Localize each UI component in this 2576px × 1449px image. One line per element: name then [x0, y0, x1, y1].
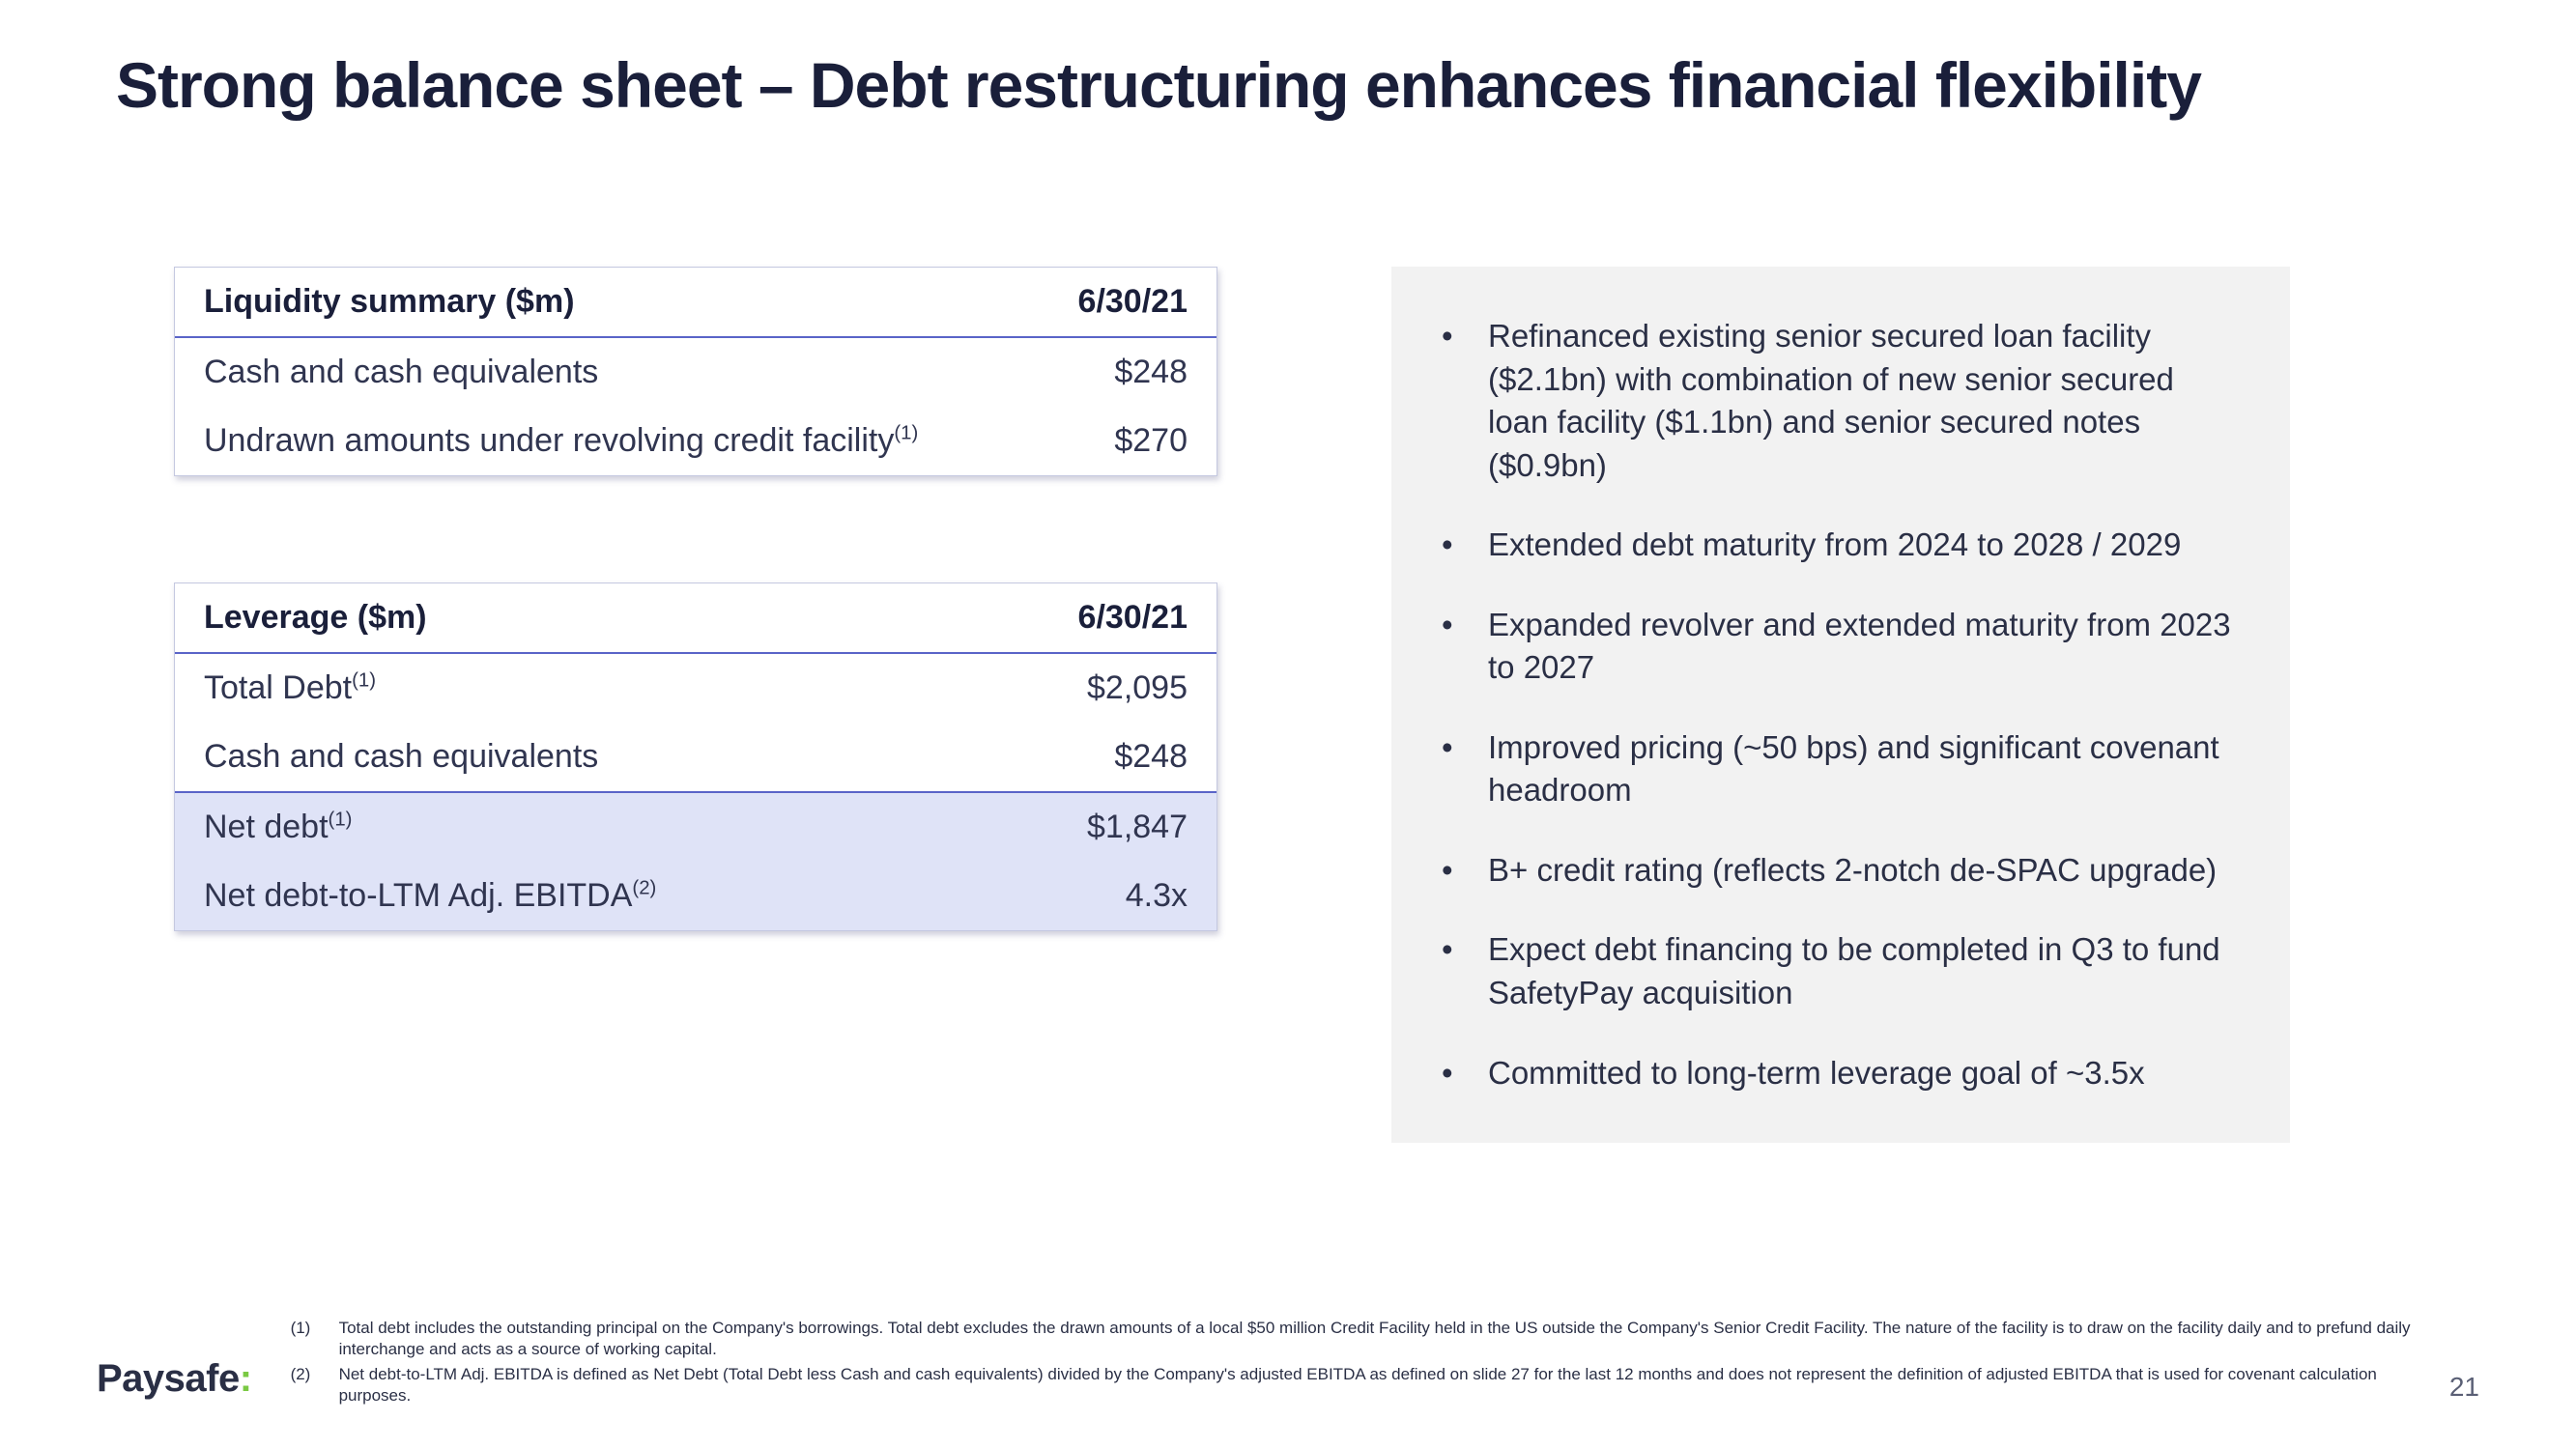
table-header-value: 6/30/21 — [994, 283, 1188, 321]
row-label: Cash and cash equivalents — [204, 354, 994, 391]
table-header-label: Liquidity summary ($m) — [204, 283, 994, 321]
row-label: Undrawn amounts under revolving credit f… — [204, 422, 994, 460]
bullet-item: Improved pricing (~50 bps) and significa… — [1420, 726, 2242, 812]
liquidity-table: Liquidity summary ($m) 6/30/21 Cash and … — [174, 267, 1217, 476]
bullets-column: Refinanced existing senior secured loan … — [1391, 267, 2290, 1143]
table-row: Total Debt(1) $2,095 — [175, 654, 1216, 723]
row-label: Total Debt(1) — [204, 669, 994, 707]
row-value: $2,095 — [994, 669, 1188, 707]
row-value: $248 — [994, 354, 1188, 391]
table-row: Net debt-to-LTM Adj. EBITDA(2) 4.3x — [175, 862, 1216, 930]
slide: Strong balance sheet – Debt restructurin… — [0, 0, 2576, 1449]
footnote: (2) Net debt-to-LTM Adj. EBITDA is defin… — [291, 1364, 2411, 1406]
row-value: 4.3x — [994, 877, 1188, 915]
logo-text: Paysafe — [97, 1357, 240, 1400]
bullet-box: Refinanced existing senior secured loan … — [1391, 267, 2290, 1143]
table-row: Undrawn amounts under revolving credit f… — [175, 407, 1216, 475]
footnote: (1) Total debt includes the outstanding … — [291, 1318, 2411, 1360]
bullet-list: Refinanced existing senior secured loan … — [1420, 315, 2242, 1094]
bullet-item: B+ credit rating (reflects 2-notch de-SP… — [1420, 849, 2242, 893]
footnote-text: Total debt includes the outstanding prin… — [339, 1318, 2411, 1360]
page-number: 21 — [2449, 1372, 2479, 1410]
bullet-item: Refinanced existing senior secured loan … — [1420, 315, 2242, 487]
bullet-item: Expanded revolver and extended maturity … — [1420, 604, 2242, 690]
table-header-row: Liquidity summary ($m) 6/30/21 — [175, 268, 1216, 338]
footnote-number: (2) — [291, 1364, 320, 1406]
logo-colon: : — [240, 1357, 252, 1400]
paysafe-logo: Paysafe: — [97, 1357, 252, 1410]
footer: Paysafe: (1) Total debt includes the out… — [97, 1318, 2479, 1410]
bullet-item: Committed to long-term leverage goal of … — [1420, 1052, 2242, 1095]
row-value: $270 — [994, 422, 1188, 460]
leverage-table: Leverage ($m) 6/30/21 Total Debt(1) $2,0… — [174, 582, 1217, 931]
row-value: $1,847 — [994, 809, 1188, 846]
bullet-item: Extended debt maturity from 2024 to 2028… — [1420, 524, 2242, 567]
row-label: Net debt-to-LTM Adj. EBITDA(2) — [204, 877, 994, 915]
footnote-text: Net debt-to-LTM Adj. EBITDA is defined a… — [339, 1364, 2411, 1406]
tables-column: Liquidity summary ($m) 6/30/21 Cash and … — [116, 267, 1217, 1143]
row-label: Cash and cash equivalents — [204, 738, 994, 776]
table-row: Cash and cash equivalents $248 — [175, 338, 1216, 407]
slide-title: Strong balance sheet – Debt restructurin… — [116, 48, 2460, 122]
table-row: Cash and cash equivalents $248 — [175, 723, 1216, 793]
content-area: Liquidity summary ($m) 6/30/21 Cash and … — [116, 267, 2460, 1143]
footnotes: (1) Total debt includes the outstanding … — [291, 1318, 2411, 1410]
row-label: Net debt(1) — [204, 809, 994, 846]
bullet-item: Expect debt financing to be completed in… — [1420, 928, 2242, 1014]
table-row: Net debt(1) $1,847 — [175, 793, 1216, 862]
table-header-label: Leverage ($m) — [204, 599, 994, 637]
footnote-number: (1) — [291, 1318, 320, 1360]
table-header-value: 6/30/21 — [994, 599, 1188, 637]
row-value: $248 — [994, 738, 1188, 776]
table-header-row: Leverage ($m) 6/30/21 — [175, 583, 1216, 654]
